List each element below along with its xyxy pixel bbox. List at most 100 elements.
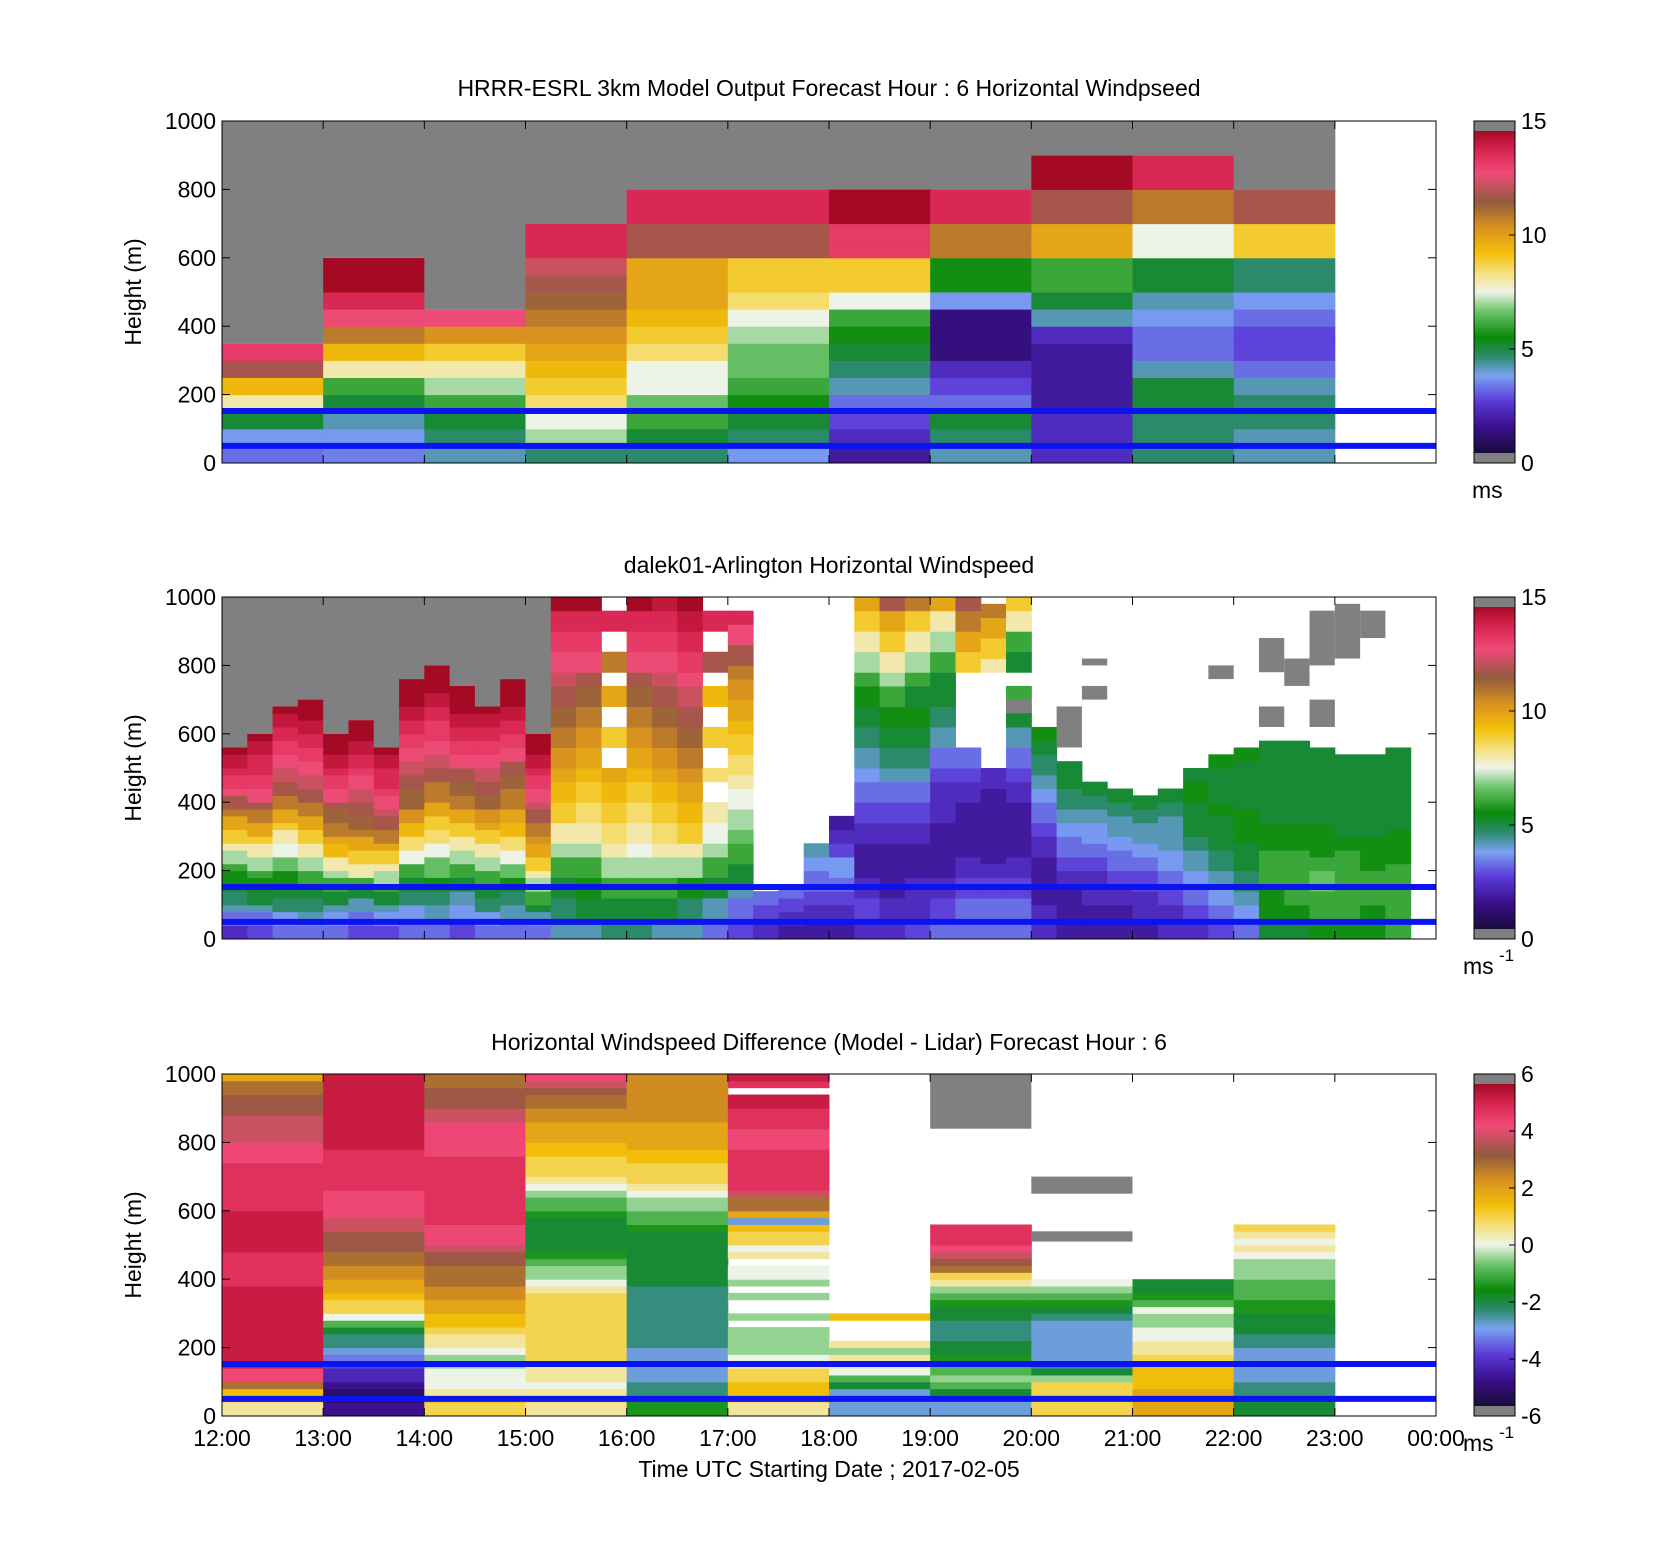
heatmap-cell <box>576 699 602 707</box>
heatmap-cell <box>1157 877 1184 885</box>
heatmap-cell <box>854 740 881 748</box>
heatmap-cell <box>525 863 552 872</box>
heatmap-cell <box>955 761 982 769</box>
heatmap-cell <box>626 1203 729 1212</box>
heatmap-cell <box>550 897 577 906</box>
heatmap-cell <box>601 850 628 858</box>
heatmap-cell <box>1056 870 1083 878</box>
heatmap-cell <box>550 863 577 872</box>
heatmap-cell <box>1385 795 1412 803</box>
heatmap-cell <box>980 665 1007 673</box>
heatmap-cell <box>1385 870 1412 878</box>
y-tick-label: 0 <box>203 450 216 476</box>
no-data-cell <box>373 597 400 748</box>
heatmap-cell <box>601 863 628 872</box>
heatmap-cell <box>1258 897 1285 906</box>
heatmap-cell <box>550 870 577 878</box>
heatmap-cell <box>1157 795 1184 803</box>
heatmap-cell <box>626 240 729 259</box>
heatmap-cell <box>500 925 526 933</box>
heatmap-cell <box>323 1087 425 1096</box>
heatmap-cell <box>550 815 577 824</box>
heatmap-cell <box>677 713 704 721</box>
heatmap-cell <box>222 1251 324 1260</box>
colorbar-frame <box>1473 120 1516 464</box>
heatmap-cell <box>550 597 577 605</box>
heatmap-cell <box>1309 815 1336 824</box>
heatmap-cell <box>525 850 552 858</box>
heatmap-cell <box>626 257 729 276</box>
heatmap-cell <box>449 829 476 837</box>
heatmap-cell <box>1006 891 1032 899</box>
heatmap-cell <box>879 706 906 714</box>
heatmap-cell <box>525 343 628 361</box>
heatmap-cell <box>424 904 451 913</box>
heatmap-cell <box>1360 870 1386 878</box>
heatmap-cell <box>626 665 653 673</box>
heatmap-cell <box>323 1121 425 1130</box>
heatmap-cell <box>727 1224 830 1232</box>
heatmap-cell <box>904 802 931 810</box>
heatmap-cell <box>1107 829 1133 837</box>
heatmap-cell <box>1006 829 1032 837</box>
heatmap-cell <box>879 644 906 653</box>
heatmap-cell <box>1031 309 1133 327</box>
heatmap-cell <box>626 223 729 242</box>
heatmap-cell <box>904 726 931 735</box>
heatmap-cell <box>930 932 956 940</box>
heatmap-cell <box>727 768 754 776</box>
heatmap-cell <box>727 1251 830 1260</box>
heatmap-cell <box>1132 189 1235 207</box>
heatmap-cell <box>854 891 881 899</box>
heatmap-cell <box>1233 925 1260 933</box>
heatmap-cell <box>601 843 628 851</box>
heatmap-cell <box>1233 1292 1336 1301</box>
heatmap-cell <box>1334 925 1361 933</box>
heatmap-cell <box>449 706 476 714</box>
heatmap-cell <box>879 747 906 755</box>
heatmap-cell <box>323 1306 425 1314</box>
heatmap-cell <box>1132 1340 1235 1349</box>
heatmap-cell <box>1233 1272 1336 1280</box>
heatmap-cell <box>449 863 476 872</box>
heatmap-cell <box>525 1381 628 1390</box>
heatmap-cell <box>1334 843 1361 851</box>
no-data-cell <box>1334 603 1361 659</box>
heatmap-cell <box>727 1388 830 1396</box>
heatmap-cell <box>500 911 526 919</box>
heatmap-cell <box>601 897 628 906</box>
heatmap-cell <box>626 1121 729 1130</box>
heatmap-cell <box>626 713 653 721</box>
heatmap-cell <box>323 802 349 810</box>
heatmap-cell <box>1132 411 1235 430</box>
heatmap-cell <box>1284 891 1311 899</box>
heatmap-cell <box>323 836 349 844</box>
heatmap-cell <box>930 644 956 653</box>
heatmap-cell <box>323 829 349 837</box>
heatmap-cell <box>677 747 704 755</box>
heatmap-cell <box>424 1340 526 1349</box>
heatmap-cell <box>399 692 425 701</box>
heatmap-cell <box>727 1265 830 1273</box>
heatmap-cell <box>854 679 881 687</box>
heatmap-cell <box>272 850 299 858</box>
heatmap-cell <box>272 726 299 735</box>
heatmap-cell <box>323 1238 425 1246</box>
heatmap-cell <box>1334 802 1361 810</box>
heatmap-cell <box>474 726 501 735</box>
heatmap-cell <box>930 1231 1032 1239</box>
heatmap-cell <box>399 699 425 707</box>
heatmap-cell <box>222 1374 324 1383</box>
heatmap-cell <box>904 856 931 865</box>
heatmap-cell <box>1183 904 1209 913</box>
heatmap-cell <box>930 1279 1032 1287</box>
heatmap-cell <box>348 836 375 844</box>
heatmap-cell <box>930 1251 1032 1260</box>
heatmap-cell <box>1031 809 1058 817</box>
heatmap-cell <box>879 802 906 810</box>
heatmap-cell <box>500 877 526 885</box>
heatmap-cell <box>525 877 552 885</box>
heatmap-cell <box>1233 788 1260 796</box>
no-data-cell <box>1081 658 1108 666</box>
no-data-cell <box>247 597 274 734</box>
